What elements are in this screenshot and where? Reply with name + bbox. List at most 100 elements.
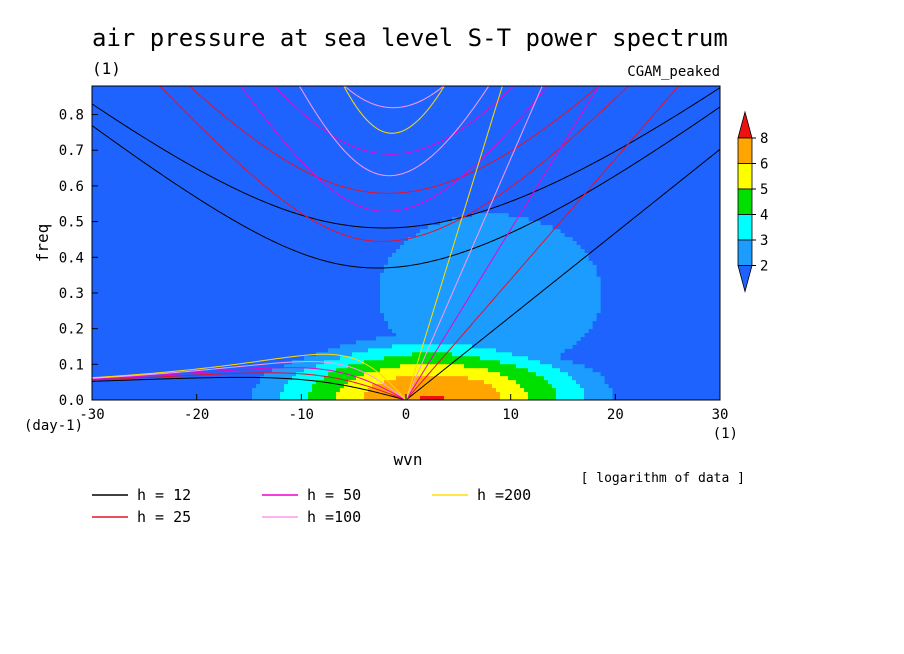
contour-cell: [452, 344, 457, 349]
contour-cell: [524, 380, 529, 385]
contour-cell: [572, 288, 577, 294]
contour-cell: [544, 256, 549, 262]
contour-cell: [476, 380, 481, 385]
contour-cell: [476, 388, 481, 393]
contour-cell: [424, 248, 429, 254]
contour-cell: [516, 356, 521, 361]
contour-cell: [584, 304, 589, 310]
contour-cell: [476, 264, 481, 270]
contour-cell: [596, 280, 601, 286]
contour-cell: [520, 336, 525, 341]
contour-cell: [500, 332, 505, 337]
contour-cell: [536, 324, 541, 330]
contour-cell: [380, 388, 385, 393]
contour-cell: [468, 256, 473, 262]
contour-cell: [332, 356, 337, 361]
contour-cell: [256, 384, 261, 389]
contour-cell: [564, 368, 569, 373]
contour-cell: [560, 284, 565, 290]
contour-cell: [552, 312, 557, 318]
contour-cell: [412, 356, 417, 361]
contour-cell: [536, 336, 541, 341]
contour-cell: [408, 332, 413, 337]
contour-cell: [352, 348, 357, 353]
contour-cell: [364, 384, 369, 389]
contour-cell: [460, 360, 465, 365]
contour-cell: [540, 268, 545, 274]
contour-cell: [284, 392, 289, 397]
contour-cell: [432, 292, 437, 298]
contour-cell: [536, 308, 541, 314]
contour-cell: [504, 225, 509, 230]
contour-cell: [504, 376, 509, 381]
contour-cell: [412, 292, 417, 298]
contour-cell: [524, 396, 529, 400]
contour-cell: [536, 268, 541, 274]
contour-cell: [460, 384, 465, 389]
contour-cell: [556, 237, 561, 242]
contour-cell: [476, 316, 481, 322]
contour-cell: [392, 256, 397, 262]
contour-cell: [316, 356, 321, 361]
contour-cell: [504, 288, 509, 294]
contour-cell: [404, 252, 409, 258]
contour-cell: [472, 376, 477, 381]
contour-cell: [548, 360, 553, 365]
contour-cell: [384, 344, 389, 349]
contour-cell: [568, 312, 573, 318]
contour-cell: [564, 320, 569, 326]
rossby-wave-curve: [92, 367, 407, 400]
contour-cell: [400, 312, 405, 318]
contour-cell: [552, 316, 557, 322]
contour-cell: [396, 344, 401, 349]
contour-cell: [412, 320, 417, 326]
contour-cell: [368, 360, 373, 365]
contour-cell: [436, 252, 441, 258]
contour-cell: [412, 392, 417, 397]
contour-cell: [348, 392, 353, 397]
contour-cell: [552, 388, 557, 393]
contour-cell: [416, 256, 421, 262]
contour-cell: [592, 296, 597, 302]
contour-cell: [392, 328, 397, 334]
contour-cell: [468, 225, 473, 230]
contour-cell: [492, 276, 497, 282]
contour-cell: [564, 312, 569, 318]
contour-cell: [476, 276, 481, 282]
contour-cell: [500, 264, 505, 270]
contour-cell: [580, 284, 585, 290]
contour-cell: [476, 252, 481, 258]
contour-cell: [340, 376, 345, 381]
contour-cell: [528, 288, 533, 294]
contour-cell: [384, 356, 389, 361]
contour-cell: [508, 388, 513, 393]
contour-cell: [500, 276, 505, 282]
contour-cell: [456, 324, 461, 330]
contour-cell: [580, 320, 585, 326]
contour-cell: [424, 356, 429, 361]
contour-cell: [432, 272, 437, 278]
contour-cell: [300, 364, 305, 369]
contour-cell: [388, 308, 393, 314]
contour-cell: [392, 276, 397, 282]
contour-cell: [524, 276, 529, 282]
contour-cell: [472, 284, 477, 290]
contour-cell: [592, 264, 597, 270]
contour-cell: [480, 368, 485, 373]
contour-cell: [484, 225, 489, 230]
contour-cell: [256, 396, 261, 400]
contour-cell: [460, 324, 465, 330]
contour-cell: [468, 340, 473, 345]
contour-cell: [340, 356, 345, 361]
contour-cell: [376, 348, 381, 353]
contour-cell: [480, 360, 485, 365]
contour-cell: [292, 372, 297, 377]
contour-cell: [480, 320, 485, 326]
contour-cell: [532, 280, 537, 286]
contour-cell: [472, 264, 477, 270]
contour-cell: [428, 284, 433, 290]
contour-cell: [520, 237, 525, 242]
contour-cell: [424, 380, 429, 385]
contour-cell: [548, 225, 553, 230]
contour-cell: [468, 336, 473, 341]
